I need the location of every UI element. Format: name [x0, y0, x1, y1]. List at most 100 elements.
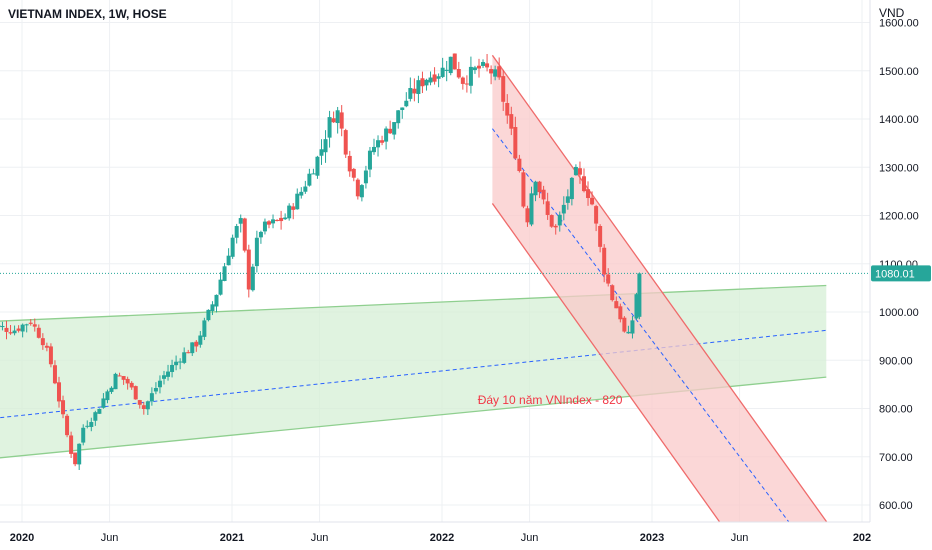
candle-up: [311, 173, 316, 175]
candle-up: [481, 62, 486, 66]
candle-down: [279, 217, 284, 222]
candle-up: [12, 330, 17, 334]
candle-down: [521, 172, 526, 207]
candle-down: [36, 327, 41, 338]
candle-down: [331, 118, 336, 123]
candle-up: [20, 324, 25, 332]
candle-up: [444, 69, 449, 71]
candle-down: [412, 88, 417, 94]
candle-up: [287, 205, 292, 219]
candle-up: [359, 185, 364, 198]
candle-up: [89, 422, 94, 427]
candle-up: [0, 326, 5, 328]
candle-down: [339, 112, 344, 129]
candle-down: [117, 375, 122, 377]
price-tick-label: 1600.00: [879, 18, 919, 30]
candle-up: [182, 352, 187, 363]
candle-up: [396, 110, 401, 124]
candle-up: [206, 309, 211, 321]
candle-down: [242, 218, 247, 251]
candle-up: [238, 218, 243, 224]
candle-up: [198, 335, 203, 345]
candle-up: [404, 100, 409, 107]
price-tick-label: 800.00: [879, 404, 913, 416]
candle-down: [32, 324, 37, 327]
price-tick-label: 900.00: [879, 355, 913, 367]
candle-up: [258, 231, 263, 238]
candle-down: [275, 219, 280, 221]
candle-down: [452, 53, 457, 70]
candle-down: [44, 345, 49, 348]
candle-down: [513, 127, 518, 159]
candle-up: [384, 128, 389, 142]
candle-down: [48, 346, 53, 365]
candle-up: [634, 294, 639, 319]
candle-up: [24, 324, 29, 326]
candle-up: [210, 304, 215, 311]
candle-up: [392, 122, 397, 135]
candle-down: [545, 201, 550, 215]
candle-up: [109, 387, 114, 392]
candle-up: [271, 219, 276, 224]
candle-up: [222, 266, 227, 281]
candle-up: [323, 139, 328, 153]
candle-down: [509, 114, 514, 129]
candle-up: [416, 80, 421, 94]
candle-up: [637, 273, 642, 317]
red-channel-upper-line: [491, 54, 828, 522]
time-axis-bg: [0, 522, 932, 550]
candle-down: [347, 155, 352, 172]
candle-down: [485, 63, 490, 68]
time-tick-label: 2020: [10, 532, 34, 544]
candle-up: [367, 150, 372, 170]
last-price-label: 1080.01: [875, 268, 915, 280]
candle-up: [145, 401, 150, 410]
candle-up: [436, 76, 441, 79]
candle-down: [525, 208, 530, 223]
chart-title: VIETNAM INDEX, 1W, HOSE: [8, 7, 167, 21]
candle-up: [529, 193, 534, 225]
candle-up: [561, 204, 566, 214]
candle-up: [283, 217, 288, 220]
candle-up: [157, 380, 162, 388]
candle-down: [137, 400, 142, 405]
candle-down: [56, 382, 61, 402]
time-tick-label: 202: [853, 532, 871, 544]
candle-up: [335, 110, 340, 124]
candle-down: [598, 226, 603, 247]
price-tick-label: 600.00: [879, 500, 913, 512]
candle-up: [85, 425, 90, 427]
candle-up: [190, 342, 195, 354]
candle-down: [517, 158, 522, 172]
candle-down: [586, 189, 591, 199]
price-tick-label: 1300.00: [879, 162, 919, 174]
candle-down: [343, 130, 348, 155]
annotation-text: Đáy 10 năm VNIndex - 820: [478, 393, 623, 407]
candle-down: [388, 128, 393, 134]
candle-down: [553, 225, 558, 228]
candle-up: [315, 156, 320, 176]
candle-up: [626, 331, 631, 334]
time-tick-label: Jun: [101, 532, 119, 544]
red-channel-mid-line: [492, 128, 790, 522]
candle-up: [105, 391, 110, 401]
candle-up: [448, 56, 453, 74]
price-tick-label: 1400.00: [879, 114, 919, 126]
candle-up: [565, 196, 570, 203]
candle-up: [400, 107, 405, 111]
price-tick-label: 1500.00: [879, 66, 919, 78]
candle-down: [456, 69, 461, 78]
time-tick-label: 2023: [640, 532, 664, 544]
candle-up: [428, 77, 433, 83]
time-tick-label: Jun: [521, 532, 539, 544]
candle-up: [569, 177, 574, 200]
candle-down: [489, 69, 494, 74]
candle-down: [497, 66, 502, 78]
candle-up: [573, 166, 578, 176]
currency-unit: VND: [879, 6, 905, 20]
candle-down: [594, 206, 599, 224]
candle-down: [618, 306, 623, 320]
candle-down: [194, 341, 199, 347]
candle-down: [590, 197, 595, 205]
